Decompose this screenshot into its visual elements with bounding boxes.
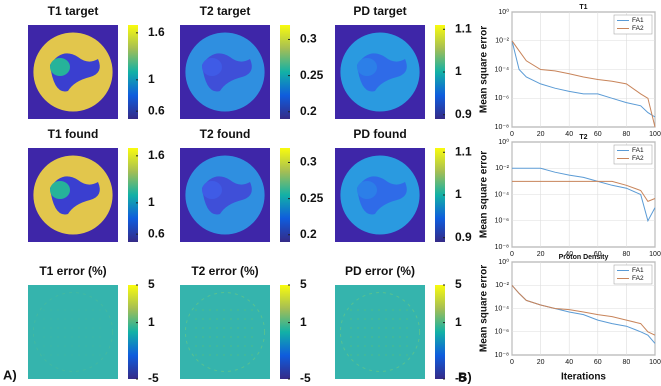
image-title: T1 error (%) (39, 264, 106, 278)
image-background (180, 285, 270, 379)
image-background (28, 285, 118, 379)
y-tick-label: 10⁻⁶ (495, 218, 509, 225)
legend-label: FA1 (632, 147, 644, 154)
figure: A) B) T1 target0.611.6T2 target0.20.250.… (0, 0, 661, 386)
x-tick-label: 100 (649, 251, 661, 258)
colorbar-tick-label: 1 (455, 187, 462, 201)
image-title: PD found (353, 127, 406, 141)
y-tick-label: 10⁻⁸ (495, 124, 509, 131)
phantom-region (50, 58, 70, 76)
colorbar-tick-label: 1.1 (455, 144, 472, 158)
colorbar-tick-label: 1.6 (148, 25, 165, 39)
x-tick-label: 40 (565, 131, 573, 138)
legend-label: FA2 (632, 275, 644, 282)
colorbar (128, 148, 138, 242)
x-tick-label: 0 (510, 251, 514, 258)
image-title: PD target (353, 4, 406, 18)
colorbar-tick-label: -5 (148, 371, 159, 385)
x-tick-label: 80 (623, 359, 631, 366)
x-tick-label: 0 (510, 359, 514, 366)
y-tick-label: 10⁻⁸ (495, 244, 509, 251)
image-title: T2 found (200, 127, 251, 141)
y-tick-label: 10⁻⁴ (495, 66, 510, 73)
phantom-region (202, 58, 222, 76)
y-tick-label: 10⁻⁸ (495, 352, 509, 359)
y-axis-label: Mean square error (479, 151, 490, 238)
phantom-region (202, 181, 222, 199)
phantom-region (357, 58, 377, 76)
colorbar-tick-label: 1.1 (455, 21, 472, 35)
x-tick-label: 80 (623, 131, 631, 138)
colorbar-tick-label: -5 (455, 371, 466, 385)
colorbar-tick-label: 0.2 (300, 104, 317, 118)
colorbar-tick-label: 1 (148, 195, 155, 209)
image-background (335, 285, 425, 379)
panel-label: A) (3, 367, 17, 382)
phantom-region (50, 181, 70, 199)
x-tick-label: 80 (623, 251, 631, 258)
chart-title: T2 (579, 134, 587, 141)
y-tick-label: 10⁰ (498, 138, 509, 146)
x-tick-label: 20 (537, 251, 545, 258)
y-tick-label: 10⁻⁴ (495, 191, 510, 198)
colorbar-tick-label: 1 (455, 64, 462, 78)
x-tick-label: 100 (649, 131, 661, 138)
colorbar (128, 25, 138, 119)
colorbar-tick-label: 5 (148, 277, 155, 291)
y-axis-label: Mean square error (479, 26, 490, 113)
y-tick-label: 10⁻² (495, 38, 509, 45)
y-axis-label: Mean square error (479, 265, 490, 352)
image-title: T1 found (48, 127, 99, 141)
colorbar-tick-label: 0.2 (300, 227, 317, 241)
colorbar (128, 285, 138, 379)
y-tick-label: 10⁻² (495, 165, 509, 172)
y-tick-label: 10⁻⁶ (495, 95, 509, 102)
colorbar-tick-label: 0.25 (300, 191, 324, 205)
colorbar-tick-label: 0.9 (455, 230, 472, 244)
colorbar-tick-label: 1 (455, 315, 462, 329)
colorbar-tick-label: 0.3 (300, 32, 317, 46)
y-tick-label: 10⁻⁶ (495, 329, 509, 336)
colorbar-tick-label: 0.9 (455, 107, 472, 121)
colorbar-tick-label: 0.3 (300, 155, 317, 169)
image-title: PD error (%) (345, 264, 415, 278)
x-axis-label: Iterations (561, 372, 606, 383)
colorbar-tick-label: 5 (455, 277, 462, 291)
colorbar-tick-label: 0.6 (148, 226, 165, 240)
legend-label: FA1 (632, 267, 644, 274)
legend-label: FA1 (632, 17, 644, 24)
legend-label: FA2 (632, 155, 644, 162)
x-tick-label: 20 (537, 359, 545, 366)
colorbar-tick-label: 5 (300, 277, 307, 291)
colorbar (280, 285, 290, 379)
chart-title: T1 (579, 4, 587, 11)
colorbar-tick-label: 1 (148, 315, 155, 329)
image-title: T2 target (200, 4, 251, 18)
y-tick-label: 10⁻⁴ (495, 305, 510, 312)
colorbar-tick-label: 1 (148, 72, 155, 86)
colorbar-tick-label: -5 (300, 371, 311, 385)
colorbar-tick-label: 1.6 (148, 148, 165, 162)
chart-title: Proton Density (559, 254, 609, 261)
image-title: T2 error (%) (191, 264, 258, 278)
y-tick-label: 10⁰ (498, 258, 509, 266)
x-tick-label: 40 (565, 359, 573, 366)
y-tick-label: 10⁰ (498, 8, 509, 16)
x-tick-label: 60 (594, 131, 602, 138)
image-title: T1 target (48, 4, 99, 18)
page: A) B) T1 target0.611.6T2 target0.20.250.… (0, 0, 661, 386)
colorbar-tick-label: 0.6 (148, 103, 165, 117)
colorbar-tick-label: 0.25 (300, 68, 324, 82)
colorbar-tick-label: 1 (300, 315, 307, 329)
x-tick-label: 0 (510, 131, 514, 138)
colorbar (435, 285, 445, 379)
legend-label: FA2 (632, 25, 644, 32)
y-tick-label: 10⁻² (495, 282, 509, 289)
phantom-region (357, 181, 377, 199)
x-tick-label: 20 (537, 131, 545, 138)
x-tick-label: 60 (594, 359, 602, 366)
x-tick-label: 100 (649, 359, 661, 366)
